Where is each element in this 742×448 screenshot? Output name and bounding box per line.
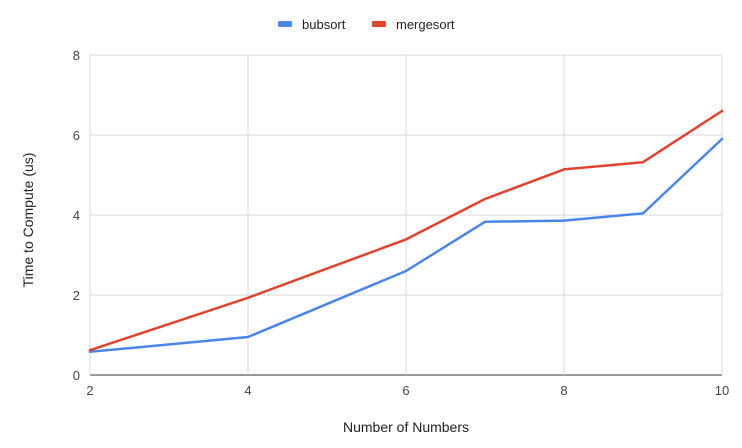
data-point-mergesort	[641, 161, 645, 164]
y-tick-label: 0	[73, 368, 80, 383]
legend-swatch-mergesort	[372, 21, 386, 27]
data-point-mergesort	[562, 168, 566, 171]
data-point-mergesort	[720, 109, 724, 113]
x-tick-label: 8	[560, 383, 567, 398]
data-point-mergesort	[88, 349, 92, 352]
data-point-bubsort	[246, 335, 250, 339]
series-lines	[88, 109, 724, 354]
gridlines	[89, 54, 723, 376]
y-tick-label: 2	[73, 288, 80, 303]
y-tick-label: 6	[73, 128, 80, 143]
data-point-mergesort	[246, 296, 250, 299]
x-axis-title: Number of Numbers	[343, 419, 469, 435]
y-tick-label: 4	[73, 208, 80, 223]
data-point-bubsort	[720, 137, 724, 141]
legend-swatch-bubsort	[278, 21, 292, 27]
y-axis-title: Time to Compute (us)	[20, 153, 36, 288]
data-point-bubsort	[562, 219, 566, 222]
x-tick-label: 2	[86, 383, 93, 398]
data-point-bubsort	[483, 220, 487, 223]
x-tick-label: 4	[244, 383, 251, 398]
x-tick-label: 10	[715, 383, 729, 398]
legend-label-mergesort: mergesort	[396, 17, 455, 32]
data-point-bubsort	[404, 269, 408, 273]
data-point-bubsort	[641, 212, 645, 215]
y-tick-label: 8	[73, 48, 80, 63]
x-tick-label: 6	[402, 383, 409, 398]
data-point-mergesort	[483, 197, 487, 201]
legend-label-bubsort: bubsort	[302, 17, 346, 32]
legend: bubsort mergesort	[278, 17, 455, 32]
data-point-mergesort	[404, 238, 408, 241]
